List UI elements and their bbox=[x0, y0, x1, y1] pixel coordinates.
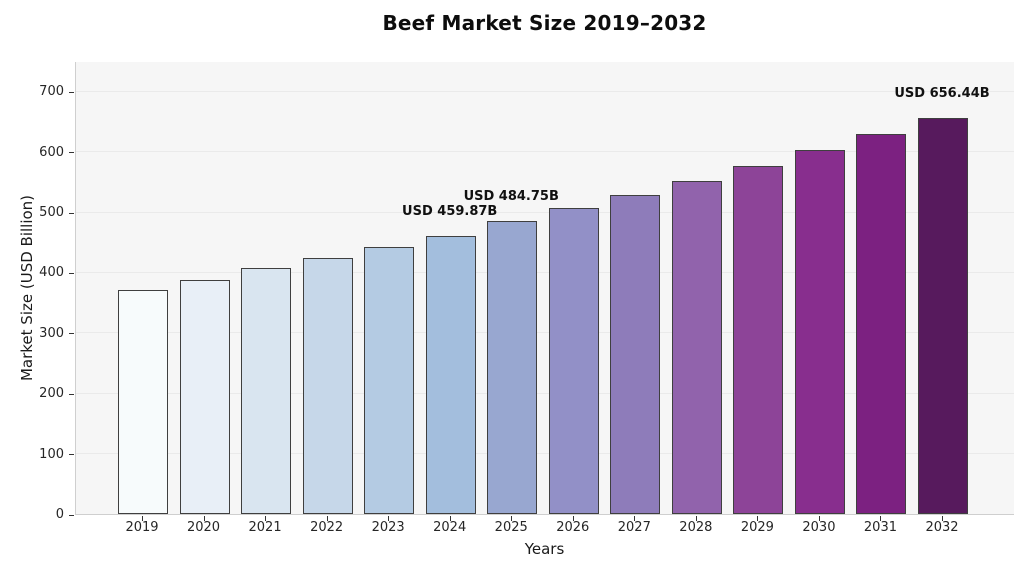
x-axis-title: Years bbox=[524, 540, 565, 558]
bar-2023 bbox=[364, 246, 415, 514]
x-tick-label-2020: 2020 bbox=[186, 520, 221, 535]
gridline-y-700 bbox=[76, 90, 1014, 92]
bar-2024 bbox=[425, 236, 476, 514]
y-tick-label-600: 600 bbox=[39, 144, 64, 160]
x-tick-mark-2022 bbox=[326, 516, 328, 521]
plot-area bbox=[75, 62, 1014, 515]
x-tick-mark-2024 bbox=[449, 516, 451, 521]
x-tick-label-2027: 2027 bbox=[617, 520, 651, 535]
x-tick-mark-2027 bbox=[634, 516, 636, 521]
x-tick-mark-2032 bbox=[942, 516, 943, 521]
x-tick-mark-2029 bbox=[757, 516, 759, 521]
bar-2019 bbox=[118, 289, 168, 514]
bar-2030 bbox=[794, 150, 845, 514]
gridline-y-100 bbox=[76, 453, 1014, 455]
x-tick-label-2025: 2025 bbox=[494, 520, 528, 535]
x-tick-mark-2019 bbox=[142, 516, 143, 521]
x-tick-label-2028: 2028 bbox=[679, 520, 713, 535]
y-tick-label-500: 500 bbox=[39, 205, 64, 220]
x-tick-mark-2030 bbox=[818, 516, 820, 521]
y-axis-title: Market Size (USD Billion) bbox=[18, 194, 36, 382]
gridline-y-300 bbox=[76, 332, 1014, 334]
y-tick-mark-200 bbox=[69, 393, 74, 395]
annotation-2024: USD 459.87B bbox=[402, 204, 498, 220]
x-tick-label-2024: 2024 bbox=[433, 520, 467, 535]
gridline-y-600 bbox=[76, 151, 1014, 153]
x-tick-label-2029: 2029 bbox=[740, 520, 774, 535]
gridline-y-400 bbox=[76, 271, 1014, 273]
x-tick-mark-2023 bbox=[388, 516, 390, 521]
y-tick-mark-700 bbox=[69, 91, 74, 93]
y-tick-label-300: 300 bbox=[39, 325, 64, 341]
bar-2029 bbox=[733, 165, 784, 514]
y-tick-mark-0 bbox=[69, 514, 74, 516]
x-tick-label-2022: 2022 bbox=[310, 520, 344, 535]
y-tick-label-0: 0 bbox=[55, 507, 64, 522]
y-tick-label-100: 100 bbox=[39, 446, 64, 462]
annotation-2032: USD 656.44B bbox=[894, 85, 990, 101]
gridline-y-500 bbox=[76, 211, 1014, 213]
x-tick-label-2019: 2019 bbox=[125, 520, 159, 535]
bar-2028 bbox=[671, 180, 722, 514]
bar-2031 bbox=[856, 134, 907, 514]
bar-2032 bbox=[918, 117, 968, 514]
x-tick-mark-2025 bbox=[511, 516, 513, 521]
gridline-y-200 bbox=[76, 392, 1014, 394]
y-tick-mark-300 bbox=[69, 333, 74, 335]
x-tick-mark-2031 bbox=[880, 516, 882, 521]
x-tick-label-2026: 2026 bbox=[556, 520, 590, 535]
annotation-2025: USD 484.75B bbox=[463, 189, 559, 205]
bar-2020 bbox=[179, 280, 230, 514]
x-tick-label-2032: 2032 bbox=[925, 520, 959, 535]
chart-title: Beef Market Size 2019–2032 bbox=[382, 11, 707, 35]
y-tick-mark-100 bbox=[69, 454, 74, 456]
x-tick-mark-2021 bbox=[265, 516, 267, 521]
y-tick-mark-400 bbox=[69, 272, 74, 274]
bar-2026 bbox=[548, 208, 599, 514]
y-tick-label-700: 700 bbox=[39, 84, 64, 100]
x-tick-mark-2026 bbox=[572, 516, 574, 521]
x-tick-mark-2020 bbox=[203, 516, 205, 521]
y-tick-mark-500 bbox=[69, 212, 74, 214]
y-tick-label-400: 400 bbox=[39, 265, 64, 281]
bar-2022 bbox=[302, 258, 353, 514]
y-tick-mark-600 bbox=[69, 152, 74, 154]
bar-2025 bbox=[487, 221, 538, 514]
x-tick-label-2023: 2023 bbox=[371, 520, 405, 535]
bar-2027 bbox=[610, 194, 661, 514]
x-tick-label-2021: 2021 bbox=[248, 520, 282, 535]
x-tick-label-2030: 2030 bbox=[802, 520, 836, 535]
x-tick-label-2031: 2031 bbox=[863, 520, 897, 535]
y-tick-label-200: 200 bbox=[39, 386, 64, 402]
x-tick-mark-2028 bbox=[695, 516, 697, 521]
bar-2021 bbox=[241, 268, 292, 514]
